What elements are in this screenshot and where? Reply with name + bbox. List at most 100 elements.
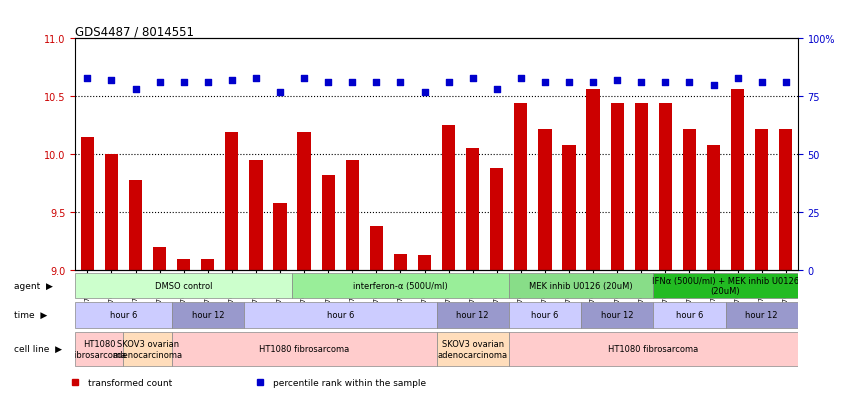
Bar [153,247,166,271]
Point [273,89,287,96]
Point [731,75,745,82]
Point [297,75,311,82]
Text: agent  ▶: agent ▶ [14,281,52,290]
Point [321,80,335,86]
Bar [201,259,214,271]
Bar [177,259,190,271]
Bar [292,273,508,299]
Bar [322,176,335,271]
Bar [659,104,672,271]
Bar [370,227,383,271]
Bar [514,104,527,271]
Bar [80,138,94,271]
Bar [437,332,508,366]
Point [779,80,793,86]
Text: hour 6: hour 6 [532,311,559,320]
Point [586,80,600,86]
Bar [129,180,142,271]
Bar [466,149,479,271]
Point [634,80,648,86]
Text: percentile rank within the sample: percentile rank within the sample [273,378,426,387]
Text: GDS4487 / 8014551: GDS4487 / 8014551 [75,25,194,38]
Point [610,78,624,84]
Bar [442,126,455,271]
Text: IFNα (500U/ml) + MEK inhib U0126
(20uM): IFNα (500U/ml) + MEK inhib U0126 (20uM) [652,276,800,295]
Point [490,87,503,93]
Bar [418,256,431,271]
Bar [538,129,551,271]
Bar [75,332,123,366]
Bar [508,332,798,366]
Text: DMSO control: DMSO control [155,281,212,290]
Point [249,75,263,82]
Bar [653,273,798,299]
Bar [225,133,239,271]
Bar [508,273,653,299]
Point [225,78,239,84]
Bar [249,161,263,271]
Bar [394,254,407,271]
Bar [683,129,696,271]
Point [370,80,383,86]
Point [682,80,696,86]
Text: hour 12: hour 12 [746,311,778,320]
Bar [755,129,769,271]
Text: transformed count: transformed count [88,378,172,387]
Text: hour 6: hour 6 [326,311,354,320]
Bar [653,302,726,328]
Bar [346,161,359,271]
Bar [172,332,437,366]
Text: SKOV3 ovarian
adenocarcinoma: SKOV3 ovarian adenocarcinoma [437,339,508,358]
Bar [707,146,720,271]
Bar [298,133,311,271]
Text: hour 12: hour 12 [601,311,633,320]
Text: cell line  ▶: cell line ▶ [14,344,62,354]
Point [538,80,552,86]
Point [201,80,215,86]
Bar [508,302,581,328]
Bar [581,302,653,328]
Bar [75,302,172,328]
Bar [75,273,292,299]
Bar [562,146,575,271]
Bar [273,204,287,271]
Text: hour 6: hour 6 [675,311,703,320]
Bar [244,302,437,328]
Point [128,87,142,93]
Bar [634,104,648,271]
Bar [172,302,244,328]
Point [394,80,407,86]
Point [466,75,479,82]
Point [514,75,527,82]
Point [658,80,672,86]
Point [346,80,360,86]
Text: HT1080 fibrosarcoma: HT1080 fibrosarcoma [608,344,698,354]
Bar [104,155,118,271]
Text: hour 12: hour 12 [192,311,224,320]
Text: SKOV3 ovarian
adenocarcinoma: SKOV3 ovarian adenocarcinoma [112,339,182,358]
Point [755,80,769,86]
Bar [123,332,172,366]
Point [177,80,191,86]
Text: HT1080
fibrosarcoma: HT1080 fibrosarcoma [72,339,127,358]
Bar [726,302,798,328]
Bar [610,104,624,271]
Bar [586,90,600,271]
Bar [437,302,508,328]
Point [418,89,431,96]
Bar [490,169,503,271]
Text: time  ▶: time ▶ [14,311,47,320]
Text: hour 6: hour 6 [110,311,137,320]
Point [80,75,94,82]
Text: hour 12: hour 12 [456,311,489,320]
Bar [731,90,744,271]
Point [152,80,166,86]
Text: interferon-α (500U/ml): interferon-α (500U/ml) [353,281,448,290]
Text: MEK inhib U0126 (20uM): MEK inhib U0126 (20uM) [529,281,633,290]
Point [442,80,455,86]
Text: HT1080 fibrosarcoma: HT1080 fibrosarcoma [259,344,349,354]
Point [104,78,118,84]
Point [562,80,576,86]
Bar [779,129,793,271]
Point [707,82,721,89]
